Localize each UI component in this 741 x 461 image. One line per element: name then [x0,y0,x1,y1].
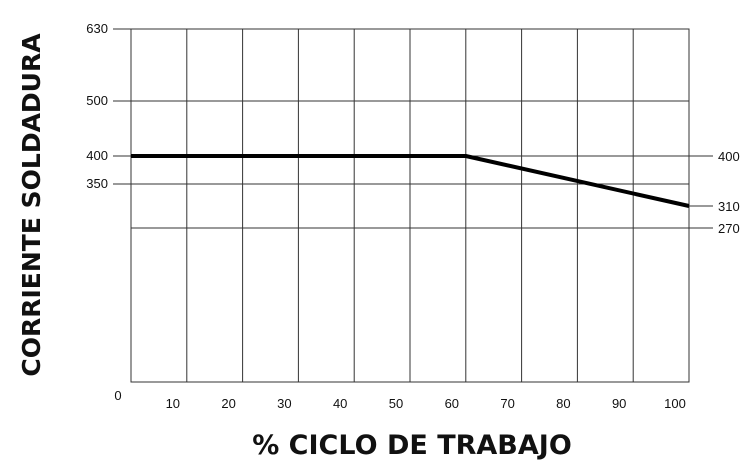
x-tick-labels: 0 10 20 30 40 50 60 70 80 90 100 [114,388,685,411]
y-tick-label: 630 [86,21,108,36]
x-tick-label: 40 [333,396,347,411]
series-layer [130,154,690,208]
x-tick-label: 60 [445,396,459,411]
right-value-label: 310 [718,199,740,214]
y-tick-labels: 630 500 400 350 [86,21,108,191]
x-tick-label: 100 [664,396,686,411]
x-tick-label: 10 [166,396,180,411]
x-axis-title: % CICLO DE TRABAJO [252,430,572,461]
x-tick-label: 20 [221,396,235,411]
x-tick-label: 70 [500,396,514,411]
right-value-label: 270 [718,221,740,236]
right-value-labels: 400 310 270 [718,149,740,236]
right-value-label: 400 [718,149,740,164]
x-tick-label: 0 [114,388,121,403]
y-tick-label: 500 [86,93,108,108]
x-tick-label: 80 [556,396,570,411]
grid [113,28,713,383]
y-tick-label: 400 [86,148,108,163]
x-tick-label: 50 [389,396,403,411]
x-tick-label: 30 [277,396,291,411]
y-tick-label: 350 [86,176,108,191]
x-tick-label: 90 [612,396,626,411]
y-axis-title: CORRIENTE SOLDADURA [17,33,46,377]
